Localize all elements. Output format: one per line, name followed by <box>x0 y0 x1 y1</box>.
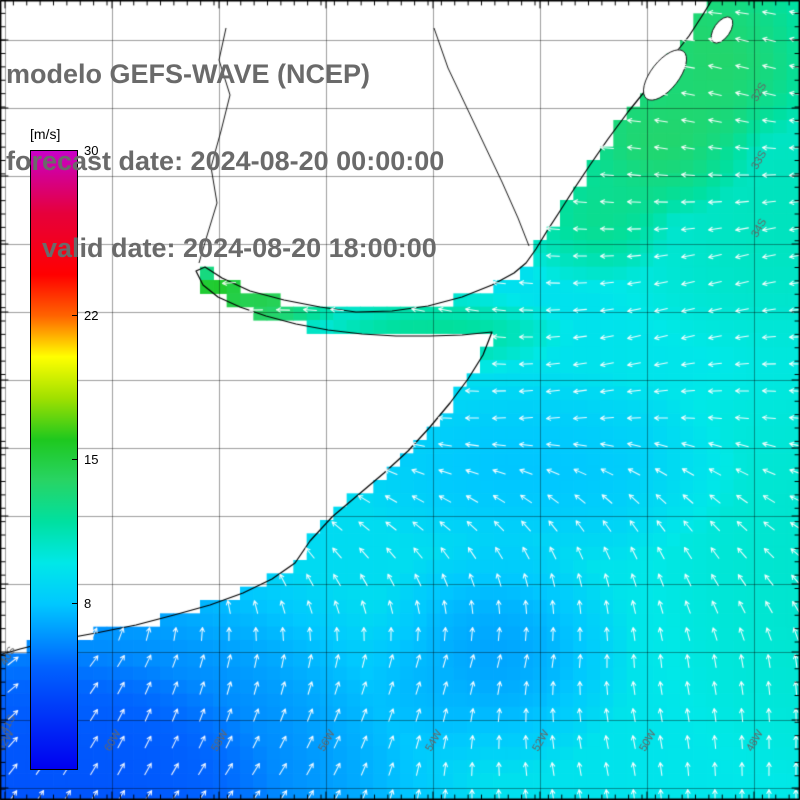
colorbar-tick-mark <box>72 150 78 151</box>
colorbar-tick-label: 15 <box>84 452 99 467</box>
colorbar-tick-mark <box>72 459 78 460</box>
colorbar-tick-mark <box>72 314 78 316</box>
colorbar-tick-label: 8 <box>84 596 92 612</box>
colorbar: [m/s] 30 22 15 8 <box>28 126 158 798</box>
colorbar-tick-mark <box>72 603 78 605</box>
colorbar-tick-label: 30 <box>84 143 99 158</box>
colorbar-gradient <box>30 150 78 770</box>
colorbar-tick-label: 22 <box>84 307 99 323</box>
colorbar-units-label: [m/s] <box>30 126 61 142</box>
